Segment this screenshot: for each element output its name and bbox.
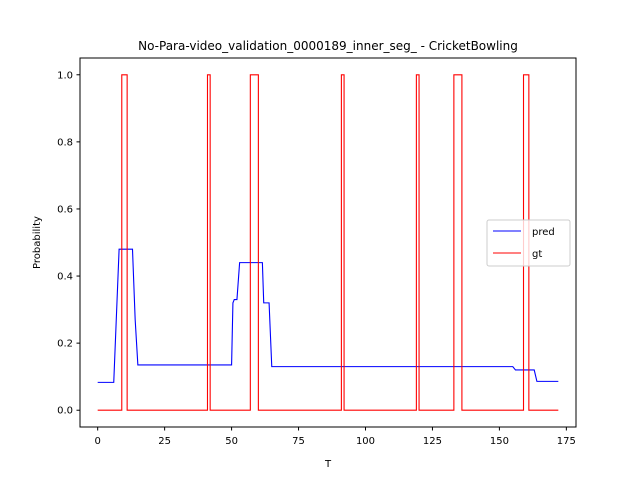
x-tick-label: 0 <box>94 436 100 447</box>
legend-label-gt: gt <box>532 249 542 260</box>
y-tick-label: 0.2 <box>57 339 73 350</box>
y-tick-label: 0.6 <box>57 204 73 215</box>
x-axis-label: T <box>324 459 332 470</box>
x-tick-label: 25 <box>158 436 171 447</box>
y-tick-label: 0.8 <box>57 137 73 148</box>
y-axis-ticks: 0.0 0.2 0.4 0.6 0.8 1.0 <box>57 70 80 417</box>
legend: pred gt <box>486 219 571 267</box>
y-tick-label: 0.4 <box>57 272 73 283</box>
x-tick-label: 125 <box>423 436 442 447</box>
legend-box <box>486 219 571 267</box>
series-line-gt <box>97 74 559 411</box>
series-layer <box>97 74 559 411</box>
x-tick-label: 175 <box>557 436 576 447</box>
y-tick-label: 1.0 <box>57 70 73 81</box>
x-tick-label: 150 <box>490 436 509 447</box>
y-tick-label: 0.0 <box>57 406 73 417</box>
chart-title: No-Para-video_validation_0000189_inner_s… <box>138 39 518 53</box>
x-tick-label: 100 <box>356 436 375 447</box>
axes-frame <box>79 57 577 428</box>
x-axis-ticks: 0 25 50 75 100 125 150 175 <box>94 427 576 447</box>
x-tick-label: 50 <box>225 436 238 447</box>
x-tick-label: 75 <box>292 436 305 447</box>
legend-label-pred: pred <box>532 227 555 238</box>
y-axis-label: Probability <box>32 216 43 269</box>
plot-area <box>79 57 577 428</box>
